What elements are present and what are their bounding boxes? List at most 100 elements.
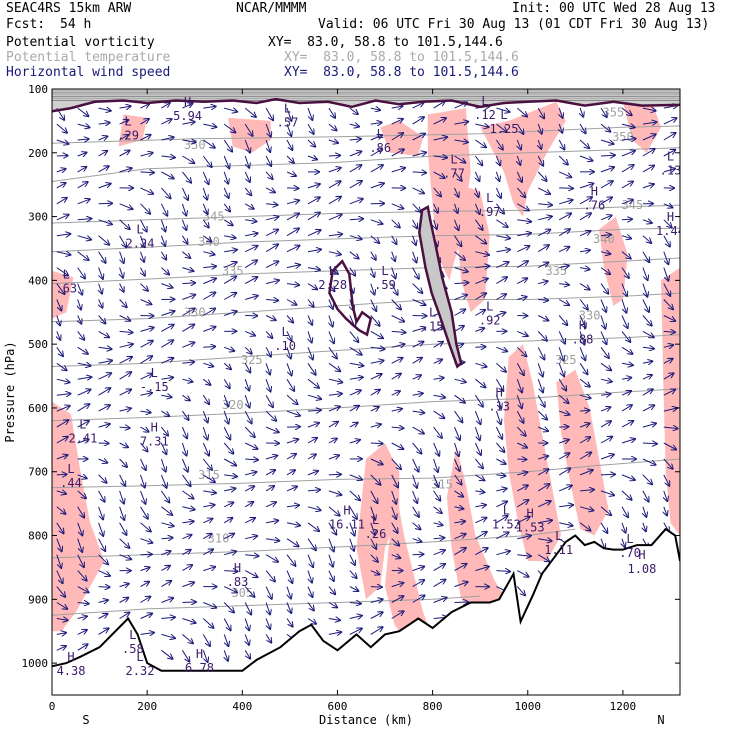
wind-vector (579, 395, 591, 398)
field-xy-theta: XY= 83.0, 58.8 to 101.5,144.6 (284, 50, 519, 65)
wind-vector (120, 267, 124, 278)
extremum-value: 4.38 (57, 664, 86, 678)
wind-vector (328, 140, 338, 143)
model-title: SEAC4RS 15km ARW (6, 1, 132, 16)
wind-vector (223, 293, 236, 300)
wind-vector (370, 506, 376, 520)
wind-vector (245, 555, 258, 556)
wind-vector (140, 374, 153, 380)
wind-vector (223, 203, 230, 212)
wind-vector (538, 216, 552, 219)
wind-vector (328, 252, 341, 255)
wind-vector (56, 406, 70, 412)
wind-vector (412, 152, 427, 156)
theta-label: 335 (222, 264, 244, 278)
wind-vector (244, 502, 253, 508)
terrain-line (52, 527, 680, 672)
wind-vector (433, 101, 445, 109)
theta-contour-335 (52, 257, 680, 285)
wind-vector (244, 187, 251, 195)
wind-vector (454, 490, 464, 497)
wind-vector (600, 490, 614, 495)
wind-vector (286, 265, 300, 268)
wind-vector (244, 602, 251, 615)
wind-vector (328, 181, 341, 189)
wind-vector (454, 326, 464, 332)
wind-vector (537, 331, 547, 340)
wind-vector (391, 149, 404, 157)
wind-vector (600, 454, 614, 460)
wind-vector (287, 347, 291, 358)
theta-label: 350 (184, 138, 206, 152)
wind-vector (516, 410, 523, 423)
wind-vector (559, 523, 572, 526)
wind-vector (516, 586, 525, 596)
wind-vector (119, 389, 132, 396)
y-tick-label: 600 (28, 402, 48, 415)
y-tick-label: 500 (28, 338, 48, 351)
wind-vector (56, 619, 68, 621)
wind-vector (266, 204, 277, 205)
wind-vector (203, 602, 216, 608)
wind-vector (141, 267, 145, 276)
wind-vector (413, 251, 417, 263)
wind-vector (223, 602, 234, 613)
wind-vector (349, 538, 354, 551)
extremum-value: -.15 (140, 380, 169, 394)
wind-vector (579, 378, 590, 387)
wind-vector (433, 171, 445, 178)
wind-vector (265, 171, 273, 179)
wind-vector (161, 156, 175, 158)
wind-vector (119, 584, 129, 587)
wind-vector (244, 346, 252, 353)
wind-vector (349, 522, 355, 536)
x-tick-label: 200 (137, 700, 157, 713)
wind-vector (203, 266, 216, 267)
wind-vector (663, 299, 673, 310)
wind-vector (223, 219, 233, 226)
wind-vector (391, 474, 398, 488)
wind-vector (642, 251, 649, 263)
wind-vector (412, 458, 419, 472)
wind-vector (307, 184, 320, 188)
wind-vector (182, 618, 195, 623)
wind-vector (600, 506, 611, 515)
wind-vector (140, 172, 155, 173)
wind-vector (663, 315, 675, 321)
wind-vector (160, 474, 166, 488)
wind-vector (140, 341, 153, 348)
wind-vector (161, 340, 173, 348)
wind-vector (245, 379, 249, 390)
wind-vector (496, 262, 508, 269)
pv-region (380, 120, 424, 156)
extremum-marker: H (496, 385, 503, 399)
wind-vector (579, 347, 585, 360)
wind-vector (286, 378, 294, 391)
wind-vector (412, 554, 424, 555)
wind-vector (203, 187, 207, 200)
extremum-marker: H (234, 561, 241, 575)
wind-vector (537, 107, 544, 118)
wind-vector (621, 346, 633, 354)
wind-vector (433, 342, 443, 348)
wind-vector (161, 235, 165, 246)
wind-vector (119, 299, 127, 308)
y-tick-label: 400 (28, 274, 48, 287)
wind-vector (161, 649, 172, 659)
wind-vector (601, 538, 605, 549)
wind-vector (244, 395, 249, 407)
wind-vector (517, 330, 528, 336)
wind-vector (454, 564, 467, 572)
wind-vector (642, 389, 653, 396)
wind-vector (265, 470, 275, 476)
wind-vector (77, 554, 84, 567)
wind-vector (517, 536, 531, 539)
wind-vector (245, 536, 257, 539)
wind-vector (454, 410, 463, 422)
wind-vector (77, 219, 92, 220)
wind-vector (579, 123, 586, 133)
wind-vector (328, 439, 337, 444)
wind-vector (223, 426, 230, 439)
wind-vector (202, 378, 210, 385)
wind-vector (140, 427, 149, 432)
